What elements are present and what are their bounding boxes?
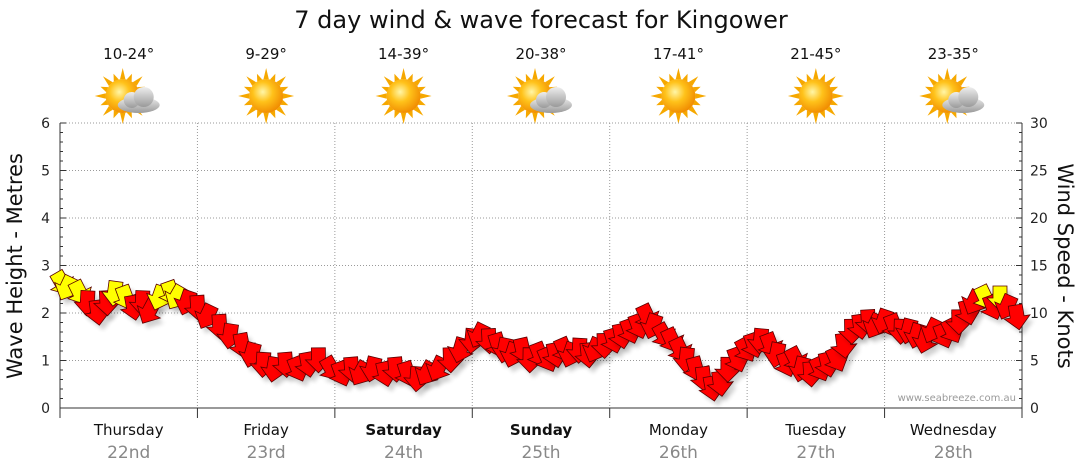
right-tick-label: 30 (1030, 116, 1048, 132)
wind-series (49, 268, 1034, 407)
left-tick-label: 4 (41, 211, 50, 227)
sun-icon (238, 68, 295, 124)
day-date-label: 26th (659, 443, 698, 463)
chart-title: 7 day wind & wave forecast for Kingower (294, 6, 788, 34)
temperature-range: 14-39° (378, 45, 429, 63)
day-date-label: 25th (521, 443, 560, 463)
sun-icon (375, 68, 432, 124)
right-tick-label: 10 (1030, 306, 1048, 322)
left-tick-label: 5 (41, 164, 50, 180)
wind-arrow-point (706, 370, 738, 402)
left-tick-label: 3 (41, 259, 50, 275)
day-date-label: 23rd (247, 443, 286, 463)
day-name-label: Sunday (510, 421, 573, 439)
daily-temperatures: 10-24° 9-29° 14-39° 20-38° 17-41° 21-45° 23-35… (103, 45, 979, 63)
sun-cloud-icon (94, 68, 160, 124)
left-tick-label: 6 (41, 116, 50, 132)
sun-cloud-icon (507, 68, 572, 124)
day-date-label: 22nd (107, 443, 150, 463)
right-axis-ticks: 0 5 10 15 20 25 30 (1030, 116, 1048, 417)
day-date-label: 28th (934, 443, 973, 463)
day-labels: Thursday 22nd Friday 23rd Saturday 24th Sunday… (93, 421, 997, 463)
temperature-range: 17-41° (653, 45, 704, 63)
wind-arrow-point (1003, 303, 1034, 335)
day-date-label: 24th (384, 443, 423, 463)
temperature-range: 20-38° (515, 45, 566, 63)
sun-icon (787, 68, 844, 124)
left-axis-title: Wave Height - Metres (3, 153, 27, 379)
temperature-range: 9-29° (245, 45, 287, 63)
wind-arrow-point (823, 345, 853, 377)
left-tick-label: 2 (41, 306, 50, 322)
left-tick-label: 0 (41, 401, 50, 417)
wind-arrow-point (371, 360, 402, 392)
axes (59, 122, 1023, 418)
sun-cloud-icon (919, 68, 985, 124)
sun-icon (650, 68, 707, 124)
day-name-label: Friday (243, 421, 289, 439)
right-axis-title: Wind Speed - Knots (1053, 163, 1077, 368)
weather-icons (94, 68, 985, 124)
day-name-label: Monday (649, 421, 708, 439)
day-name-label: Thursday (93, 421, 164, 439)
right-tick-label: 25 (1030, 164, 1048, 180)
left-tick-label: 1 (41, 354, 50, 370)
right-tick-label: 5 (1030, 354, 1039, 370)
right-tick-label: 15 (1030, 259, 1048, 275)
day-name-label: Saturday (365, 421, 442, 439)
day-date-label: 27th (796, 443, 835, 463)
day-name-label: Wednesday (910, 421, 997, 439)
right-tick-label: 20 (1030, 211, 1048, 227)
temperature-range: 10-24° (103, 45, 154, 63)
right-tick-label: 0 (1030, 401, 1039, 417)
temperature-range: 21-45° (790, 45, 841, 63)
temperature-range: 23-35° (928, 45, 979, 63)
day-name-label: Tuesday (784, 421, 846, 439)
credit-text: www.seabreeze.com.au (898, 393, 1016, 404)
left-axis-ticks: 0 1 2 3 4 5 6 (41, 116, 50, 417)
